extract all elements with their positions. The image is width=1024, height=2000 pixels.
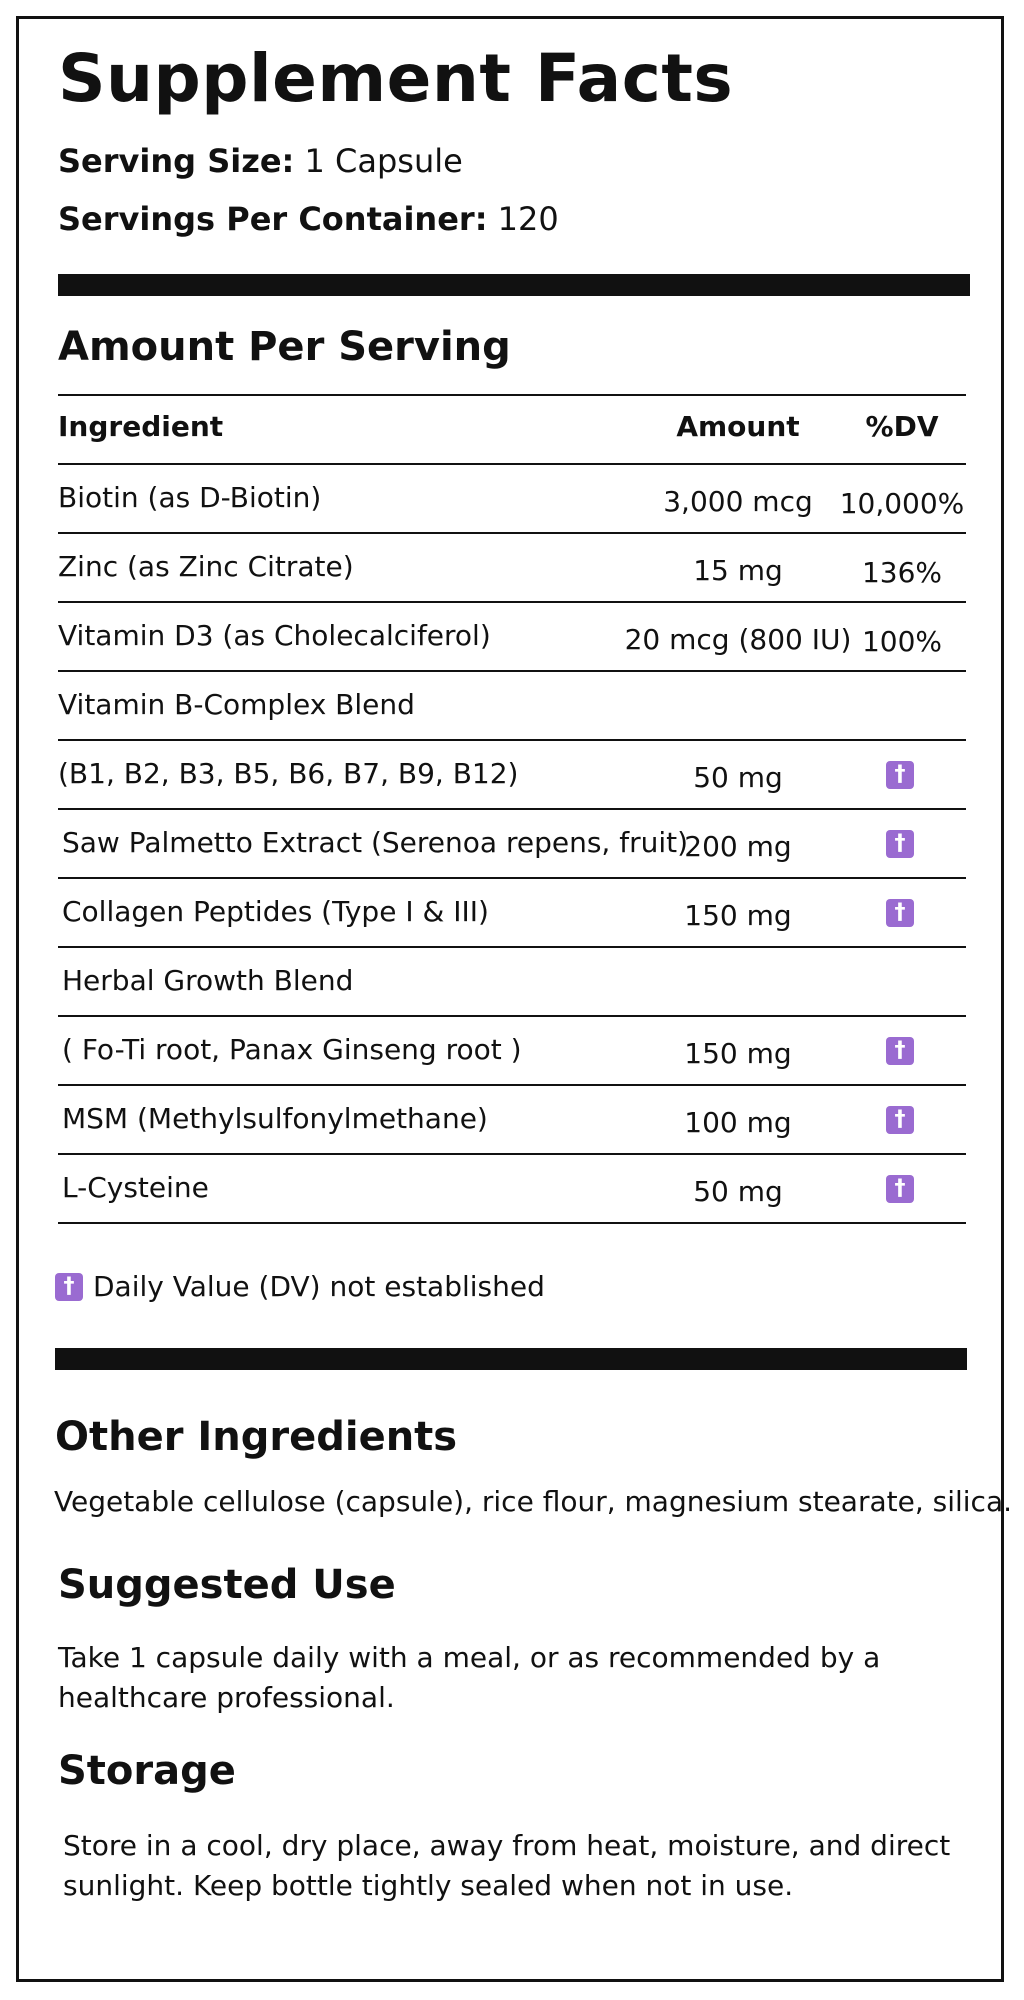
table-row-ingredient: L-Cysteine — [62, 1171, 209, 1204]
serving-size: Serving Size: 1 Capsule — [58, 142, 463, 180]
table-row-ingredient: Vitamin B-Complex Blend — [58, 688, 415, 721]
table-row-amount: 150 mg — [684, 899, 792, 932]
storage-heading: Storage — [58, 1748, 236, 1794]
dagger-icon: † — [886, 1037, 914, 1065]
dagger-icon: † — [886, 1175, 914, 1203]
dagger-icon: † — [886, 1106, 914, 1134]
suggested-use-line-2: healthcare professional. — [58, 1681, 395, 1714]
suggested-use-text: Take 1 capsule daily with a meal, or as … — [58, 1638, 880, 1718]
header-amount: Amount — [676, 410, 800, 443]
label-frame — [16, 16, 1004, 1982]
table-row-amount: 100 mg — [684, 1106, 792, 1139]
table-row-ingredient: Biotin (as D-Biotin) — [58, 481, 322, 514]
table-row-amount: 50 mg — [693, 1175, 783, 1208]
table-rule — [58, 601, 966, 603]
table-row-ingredient: Zinc (as Zinc Citrate) — [58, 550, 354, 583]
suggested-use-heading: Suggested Use — [58, 1562, 396, 1608]
serving-size-value: 1 Capsule — [304, 142, 463, 180]
dagger-icon: † — [886, 899, 914, 927]
servings-per-container: Servings Per Container: 120 — [58, 200, 559, 238]
table-row-amount: 150 mg — [684, 1037, 792, 1070]
table-rule — [58, 532, 966, 534]
storage-line-1: Store in a cool, dry place, away from he… — [63, 1829, 951, 1862]
table-rule — [58, 739, 966, 741]
table-rule — [58, 394, 966, 396]
suggested-use-line-1: Take 1 capsule daily with a meal, or as … — [58, 1641, 881, 1674]
page-title: Supplement Facts — [58, 40, 734, 117]
other-ingredients-text: Vegetable cellulose (capsule), rice flou… — [54, 1485, 1013, 1518]
table-row-amount: 20 mcg (800 IU) — [624, 623, 852, 656]
table-row-ingredient: Vitamin D3 (as Cholecalciferol) — [58, 619, 491, 652]
table-row-amount: 15 mg — [693, 554, 783, 587]
table-row-dv: 100% — [861, 625, 943, 658]
dagger-icon: † — [886, 761, 914, 789]
table-row-ingredient: MSM (Methylsulfonylmethane) — [62, 1102, 488, 1135]
table-rule — [58, 463, 966, 465]
table-rule — [58, 1015, 966, 1017]
table-rule — [58, 1153, 966, 1155]
amount-per-serving-heading: Amount Per Serving — [58, 324, 511, 370]
table-row-amount: 200 mg — [684, 830, 792, 863]
dagger-icon: † — [886, 830, 914, 858]
storage-text: Store in a cool, dry place, away from he… — [63, 1826, 950, 1906]
table-rule — [58, 670, 966, 672]
table-row-ingredient: ( Fo-Ti root, Panax Ginseng root ) — [62, 1033, 522, 1066]
storage-line-2: sunlight. Keep bottle tightly sealed whe… — [63, 1869, 794, 1902]
table-row-ingredient: (B1, B2, B3, B5, B6, B7, B9, B12) — [58, 757, 519, 790]
servings-per-container-label: Servings Per Container: — [58, 200, 488, 238]
footnote: † Daily Value (DV) not established — [55, 1270, 545, 1303]
table-row-amount: 3,000 mcg — [663, 485, 813, 518]
table-row-dv: 10,000% — [839, 487, 965, 520]
table-row-amount: 50 mg — [693, 761, 783, 794]
dagger-icon: † — [55, 1272, 83, 1301]
table-rule — [58, 877, 966, 879]
bottom-divider — [55, 1348, 967, 1370]
header-dv: %DV — [865, 410, 939, 443]
table-row-dv: 136% — [861, 556, 943, 589]
serving-size-label: Serving Size: — [58, 142, 295, 180]
servings-per-container-value: 120 — [497, 200, 559, 238]
table-row-ingredient: Collagen Peptides (Type I & III) — [62, 895, 489, 928]
table-row-ingredient: Herbal Growth Blend — [62, 964, 354, 997]
table-rule — [58, 808, 966, 810]
top-divider — [58, 274, 970, 296]
other-ingredients-heading: Other Ingredients — [55, 1414, 458, 1460]
header-ingredient: Ingredient — [58, 410, 224, 443]
footnote-text: Daily Value (DV) not established — [93, 1270, 545, 1303]
table-rule — [58, 1222, 966, 1224]
table-rule — [58, 946, 966, 948]
table-row-ingredient: Saw Palmetto Extract (Serenoa repens, fr… — [62, 826, 689, 859]
table-rule — [58, 1084, 966, 1086]
